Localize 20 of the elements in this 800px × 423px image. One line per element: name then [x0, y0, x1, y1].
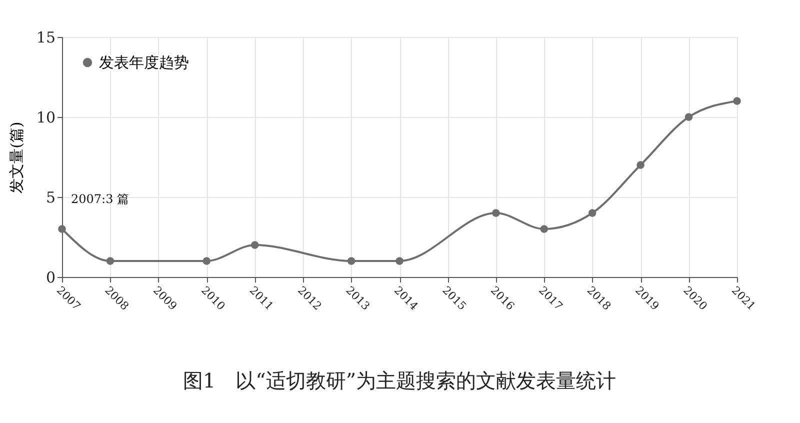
point: [202, 257, 211, 265]
point: [106, 257, 114, 265]
point: [250, 241, 259, 249]
y-axis-title: 发文量(篇): [7, 122, 26, 194]
y-tick-label: 15: [36, 28, 56, 46]
point: [733, 97, 741, 105]
point: [684, 113, 693, 121]
point: [492, 209, 500, 217]
y-tick-label: 10: [36, 108, 56, 126]
point: [58, 225, 66, 233]
point: [396, 257, 404, 265]
y-tick-label: 0: [46, 268, 56, 286]
point: [588, 209, 596, 217]
annotation: 2007:3 篇: [70, 192, 130, 206]
point: [347, 257, 356, 265]
caption: 图1 以“适切教研”为主题搜索的文献发表量统计: [182, 368, 616, 393]
legend-label: 发表年度趋势: [99, 54, 189, 72]
point: [636, 161, 644, 169]
point: [540, 225, 548, 233]
y-tick-label: 5: [46, 188, 56, 206]
